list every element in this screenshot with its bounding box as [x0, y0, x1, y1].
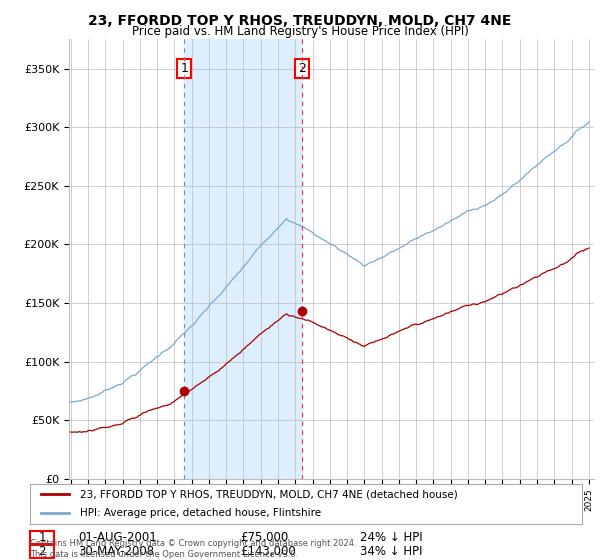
Text: 24% ↓ HPI: 24% ↓ HPI	[360, 531, 422, 544]
Text: 1: 1	[181, 62, 188, 75]
Text: 2: 2	[38, 545, 46, 558]
Bar	[184, 39, 302, 479]
Text: £75,000: £75,000	[240, 531, 288, 544]
Text: £143,000: £143,000	[240, 545, 296, 558]
Text: 2: 2	[298, 62, 306, 75]
Text: Contains HM Land Registry data © Crown copyright and database right 2024.
This d: Contains HM Land Registry data © Crown c…	[30, 539, 356, 559]
Text: 34% ↓ HPI: 34% ↓ HPI	[360, 545, 422, 558]
Text: 23, FFORDD TOP Y RHOS, TREUDDYN, MOLD, CH7 4NE: 23, FFORDD TOP Y RHOS, TREUDDYN, MOLD, C…	[88, 14, 512, 28]
Text: 30-MAY-2008: 30-MAY-2008	[78, 545, 154, 558]
Text: HPI: Average price, detached house, Flintshire: HPI: Average price, detached house, Flin…	[80, 507, 321, 517]
Text: 1: 1	[38, 531, 46, 544]
Text: Price paid vs. HM Land Registry's House Price Index (HPI): Price paid vs. HM Land Registry's House …	[131, 25, 469, 38]
Text: 23, FFORDD TOP Y RHOS, TREUDDYN, MOLD, CH7 4NE (detached house): 23, FFORDD TOP Y RHOS, TREUDDYN, MOLD, C…	[80, 489, 457, 499]
Text: 01-AUG-2001: 01-AUG-2001	[78, 531, 157, 544]
